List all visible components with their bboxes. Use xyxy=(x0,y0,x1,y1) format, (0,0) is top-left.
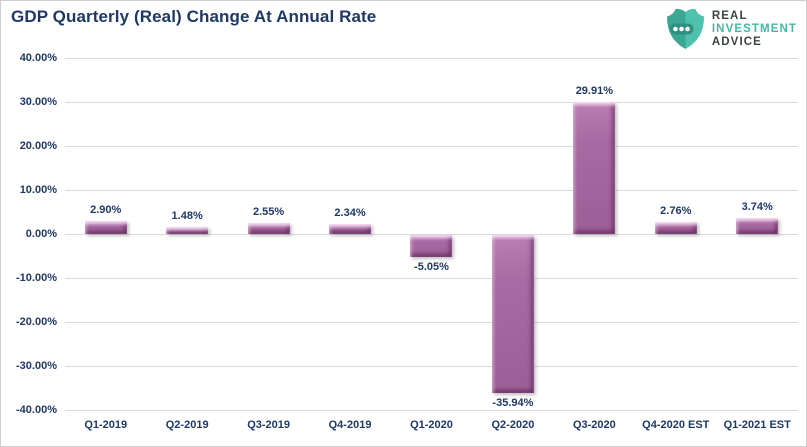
bar xyxy=(573,102,616,234)
bar-value-label: 3.74% xyxy=(741,200,773,213)
bar-value-label: 1.48% xyxy=(171,210,203,223)
bar-column: 2.34% Q4-2019 xyxy=(309,58,390,431)
gridline xyxy=(65,234,798,235)
x-axis-label: Q2-2020 xyxy=(491,419,535,431)
y-axis-tick-label: 30.00% xyxy=(19,96,57,108)
y-axis-tick-label: 10.00% xyxy=(19,184,57,196)
bar-value-label: 2.90% xyxy=(90,204,122,217)
logo: REAL INVESTMENT ADVICE xyxy=(666,8,797,50)
bar xyxy=(654,221,697,234)
bar-column: -5.05% Q1-2020 xyxy=(391,58,472,431)
bar-column: 1.48% Q2-2019 xyxy=(146,58,227,431)
y-axis-tick-label: -20.00% xyxy=(16,316,57,328)
bar-column: 2.55% Q3-2019 xyxy=(228,58,309,431)
bar xyxy=(166,227,209,234)
gridline xyxy=(65,410,798,411)
y-axis-tick-label: 40.00% xyxy=(19,52,57,64)
bar-columns: 2.90% Q1-2019 1.48% Q2-2019 2.55% Q3-2019 2.34… xyxy=(65,58,798,431)
bar-value-label: 2.34% xyxy=(334,206,366,219)
bar-value-label: 29.91% xyxy=(575,85,613,98)
x-axis-label: Q1-2021 EST xyxy=(723,419,791,431)
bar xyxy=(247,222,290,234)
bar xyxy=(84,221,127,234)
bar xyxy=(410,235,453,258)
bar-value-label: -5.05% xyxy=(414,261,449,274)
shield-logo-icon xyxy=(666,8,704,49)
x-axis-label: Q3-2019 xyxy=(247,419,290,431)
y-axis: 40.00% 30.00% 20.00% 10.00% 0.00% -10.00% -20.… xyxy=(1,52,57,416)
bar-column: 3.74% Q1-2021 EST xyxy=(717,58,798,431)
gridline xyxy=(65,366,798,367)
y-axis-tick-label: -10.00% xyxy=(16,272,57,284)
bar-column: 29.91% Q3-2020 xyxy=(554,58,635,431)
x-axis-label: Q4-2019 xyxy=(328,419,372,431)
logo-text-investment: INVESTMENT xyxy=(711,22,797,35)
gridline xyxy=(65,58,798,59)
gridline xyxy=(65,190,798,191)
y-axis-tick-label: 0.00% xyxy=(25,228,57,240)
bar-value-label: 2.76% xyxy=(660,204,692,217)
bar xyxy=(329,223,372,234)
plot-area: 2.90% Q1-2019 1.48% Q2-2019 2.55% Q3-2019 2.34… xyxy=(65,58,798,431)
gridline xyxy=(65,278,798,279)
gridline xyxy=(65,322,798,323)
bar-value-label: -35.94% xyxy=(492,397,534,410)
logo-text-advice: ADVICE xyxy=(711,35,762,48)
bar xyxy=(736,217,779,234)
x-axis-label: Q2-2019 xyxy=(165,419,209,431)
x-axis-label: Q4-2020 EST xyxy=(642,419,710,431)
bar-column: -35.94% Q2-2020 xyxy=(472,58,553,431)
y-axis-tick-label: -40.00% xyxy=(16,404,57,416)
bar-column: 2.76% Q4-2020 EST xyxy=(635,58,716,431)
logo-wordmark: REAL INVESTMENT ADVICE xyxy=(712,10,797,49)
x-axis-label: Q3-2020 xyxy=(572,419,616,431)
gridline xyxy=(65,146,798,147)
bar xyxy=(491,235,534,394)
bar-value-label: 2.55% xyxy=(252,205,285,218)
logo-text-real: REAL xyxy=(711,9,748,22)
bar-column: 2.90% Q1-2019 xyxy=(65,58,146,431)
y-axis-tick-label: -30.00% xyxy=(16,360,57,372)
chart-title: GDP Quarterly (Real) Change At Annual Ra… xyxy=(11,7,377,26)
gridline xyxy=(65,102,798,103)
x-axis-label: Q1-2019 xyxy=(84,419,128,431)
y-axis-tick-label: 20.00% xyxy=(19,140,57,152)
x-axis-label: Q1-2020 xyxy=(410,419,453,431)
